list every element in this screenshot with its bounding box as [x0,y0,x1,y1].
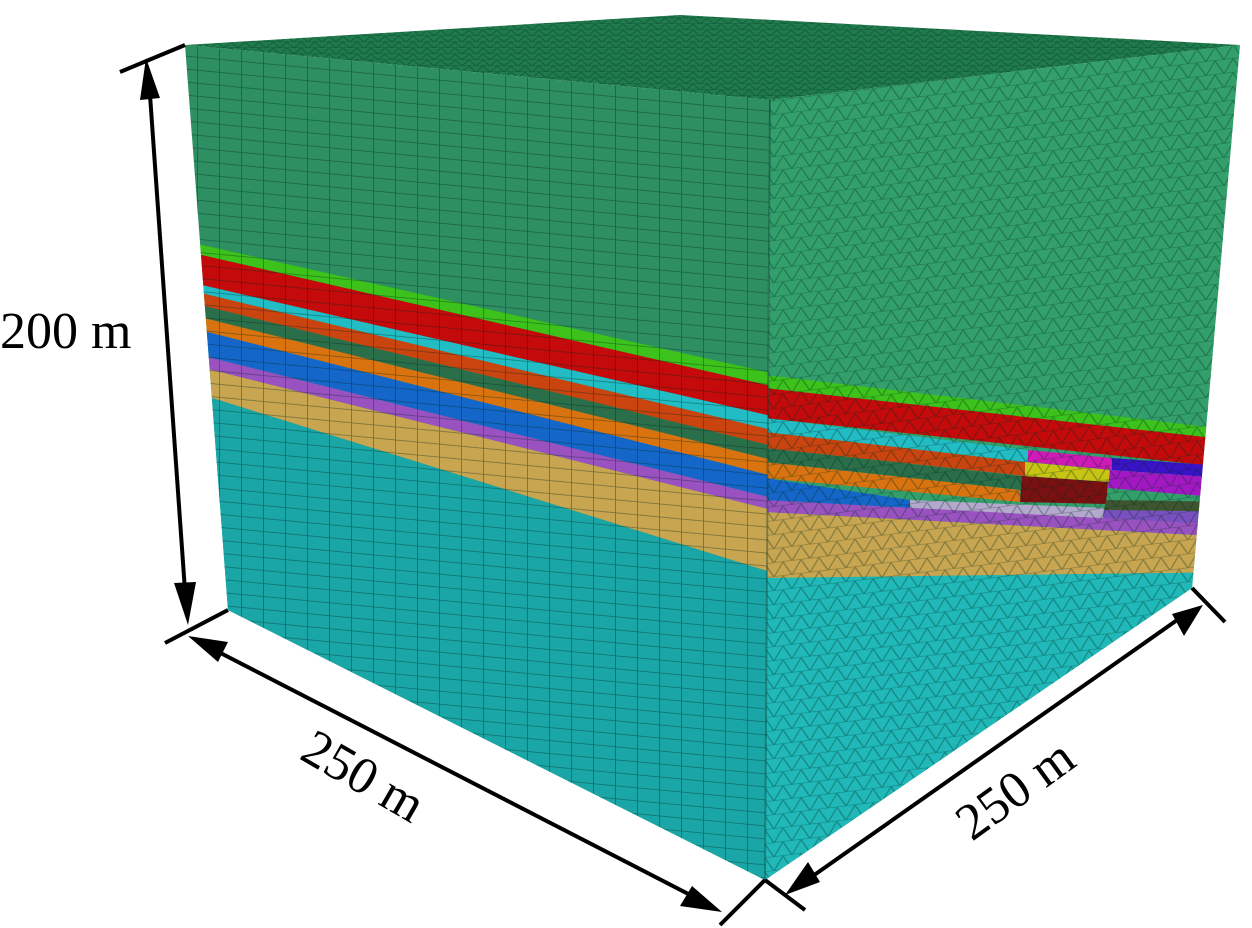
right-width-end-tick [1190,586,1227,624]
front-edge [764,99,771,881]
arrow-up-icon [140,58,160,100]
arrow-left-icon [188,636,228,662]
right-width-label: 250 m [946,728,1086,851]
right-width-dimension [763,586,1227,912]
height-label: 200 m [0,303,131,360]
left-width-dimension [188,636,767,927]
top-face [185,15,1240,100]
height-line [148,94,188,606]
arrow-right-icon [680,886,722,912]
left-width-line [204,643,701,902]
right-width-line [798,616,1182,887]
height-dimension [119,43,229,645]
arrow-down-left-icon [785,862,820,895]
height-top-tick [119,43,186,74]
front-left-face [185,45,770,880]
arrow-up-right-icon [1172,605,1203,636]
height-bottom-tick [164,608,229,645]
left-width-label: 250 m [292,719,434,834]
left-width-end-tick [718,878,767,927]
arrow-down-icon [174,582,196,625]
